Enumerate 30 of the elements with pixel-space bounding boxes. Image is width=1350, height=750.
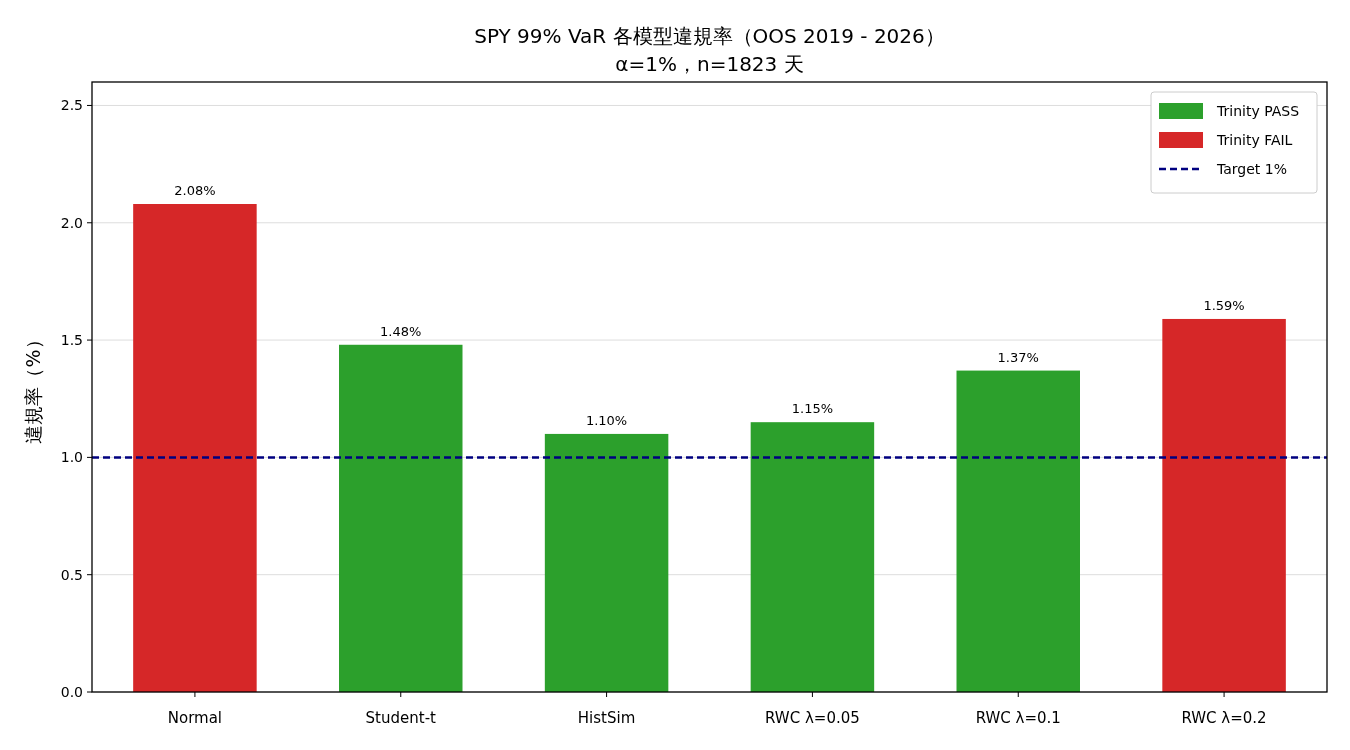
bar [339,344,463,692]
y-tick-label: 0.5 [60,566,83,583]
y-tick-label: 2.5 [60,97,83,114]
data-label: 1.37% [997,349,1039,365]
data-label: 1.48% [380,323,422,339]
data-label: 1.15% [791,401,834,417]
x-tick-label: Student-t [365,709,437,727]
y-tick-label: 0.0 [60,684,83,700]
x-tick-label: Normal [167,709,223,727]
bar [750,422,875,692]
data-label: 1.10% [585,412,628,428]
chart-subtitle: α=1%，n=1823 天 [615,52,804,76]
bar [1162,318,1286,692]
legend-label: Trinity PASS [1216,103,1300,119]
y-tick-label: 1.5 [60,332,83,349]
x-tick-label: RWC λ=0.05 [765,709,860,727]
bar [133,204,257,692]
chart-title: SPY 99% VaR 各模型違規率（OOS 2019 - 2026） [474,24,945,48]
legend-label: Target 1% [1216,161,1287,177]
legend-label: Trinity FAIL [1216,132,1293,148]
x-tick-label: RWC λ=0.1 [975,709,1061,727]
data-label: 2.08% [174,183,216,198]
y-tick-label: 1.0 [60,449,83,466]
x-tick-label: HistSim [577,709,636,727]
x-tick-label: RWC λ=0.2 [1181,709,1267,727]
y-tick-label: 2.0 [60,214,83,231]
bar [956,370,1080,692]
y-axis-title: 違規率（%） [22,330,44,444]
bar [544,433,669,692]
data-label: 1.59% [1203,297,1245,313]
